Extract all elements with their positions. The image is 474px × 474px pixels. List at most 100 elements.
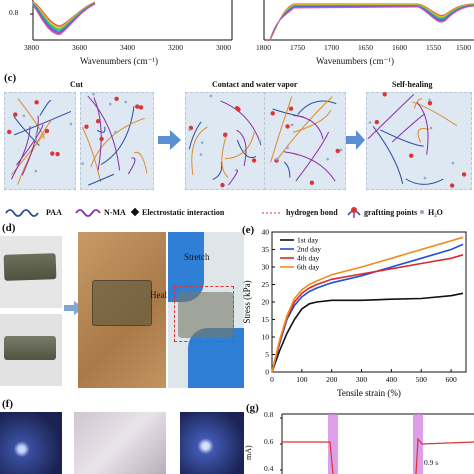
water-dot [290, 123, 294, 127]
water-dot [35, 133, 38, 136]
water-dot [258, 140, 262, 143]
nma-chain-icon [75, 209, 101, 217]
water-icon [420, 210, 424, 214]
x-tick-label: 0 [270, 375, 274, 384]
nma-chain [391, 113, 426, 143]
water-dot [124, 100, 127, 104]
cut-interval-1 [328, 414, 338, 474]
stage-healing-title: Self-healing [392, 80, 433, 89]
water-dot [34, 169, 38, 173]
legend-grafting: graftting points [364, 208, 418, 217]
panel-d-label: (d) [2, 222, 16, 234]
photo-led-on-1 [0, 412, 62, 474]
water-dot [428, 98, 431, 102]
polymer-chain [14, 110, 72, 136]
graft-point [7, 129, 12, 135]
stage-contact-title: Contact and water vapor [212, 80, 298, 89]
water-dot [209, 94, 213, 98]
polymer-chain [292, 110, 332, 133]
nma-chain [10, 126, 31, 180]
polymer-chain [413, 98, 423, 109]
polymer-chain [380, 129, 424, 147]
panel-a-xtick: 3800 [24, 43, 39, 52]
panel-g-ytick: 0.8 [264, 410, 274, 419]
heal-label: Heal [150, 290, 167, 300]
water-dot [423, 176, 427, 180]
graft-point [270, 111, 275, 116]
y-tick-label: 0 [265, 368, 269, 377]
nma-chain [93, 97, 102, 171]
ftir-curve [269, 4, 474, 41]
electrostatic-icon [130, 207, 140, 217]
panel-a-plot [30, 0, 233, 41]
nma-chain [228, 169, 238, 186]
polymer-chain [88, 173, 115, 186]
paa-chain-icon [5, 209, 39, 217]
y-tick-label: 40 [262, 228, 270, 237]
panel-g-label: (g) [246, 402, 259, 414]
polymer-chain [270, 96, 293, 163]
water-dot [451, 161, 455, 165]
legend-label: 2nd day [297, 245, 321, 254]
photo-stretch [168, 232, 244, 388]
x-tick-label: 200 [326, 375, 338, 384]
legend-label: 4th day [297, 254, 320, 263]
network-cut-left [4, 92, 76, 190]
graft-point [55, 151, 60, 157]
panel-a-ytick: 0.8 [9, 8, 19, 17]
panel-b-xtick: 1800 [256, 43, 271, 52]
ftir-curve [269, 4, 474, 41]
panel-f-label: (f) [2, 398, 13, 410]
y-tick-label: 20 [262, 298, 270, 307]
series-line-4 [271, 236, 464, 373]
panel-b-xtitle: Wavenumbers (cm⁻¹) [316, 56, 394, 66]
current-trace-plot [280, 413, 474, 474]
graft-point [220, 182, 225, 188]
polymer-chain [96, 126, 106, 133]
graft-point [84, 124, 89, 129]
panel-a-xtick: 3400 [120, 43, 135, 52]
polymer-chain [188, 121, 202, 150]
polymer-chain [134, 151, 148, 174]
nma-chain [367, 93, 415, 140]
water-dot [22, 114, 26, 118]
polymer-chain [411, 101, 458, 127]
panel-b-xtick: 1500 [456, 43, 471, 52]
legend-label: 6th day [297, 263, 320, 272]
graft-point [461, 172, 467, 177]
graft-point [449, 183, 455, 188]
graft-point [13, 112, 18, 117]
polymer-chain [405, 178, 444, 185]
graft-point [288, 106, 294, 111]
panel-g-ytick: 0.4 [264, 464, 274, 473]
polymer-chain [39, 100, 52, 116]
panel-b-xtick: 1650 [358, 43, 373, 52]
water-dot [188, 128, 191, 132]
stress-strain-chart: 0 100 200 300 400 500 600 0 5 10 15 20 25 30 35 40 Tensi… [242, 228, 467, 398]
graft-point [251, 158, 257, 163]
graft-point [236, 107, 241, 112]
water-dot [108, 102, 112, 106]
ftir-curve [269, 5, 474, 41]
y-tick-label: 25 [262, 280, 270, 289]
water-dot [274, 157, 278, 161]
panel-b-xtick: 1600 [392, 43, 407, 52]
stage-cut-title: Cut [70, 80, 83, 89]
graft-point [34, 100, 39, 105]
legend-nma: N-MA [104, 208, 126, 217]
legend-label: 1st day [297, 236, 319, 245]
network-schematic [7, 92, 467, 188]
polymer-chain [212, 161, 223, 181]
x-tick-label: 600 [445, 375, 457, 384]
water-dot [326, 157, 329, 161]
water-dot [34, 138, 38, 141]
water-dot [429, 126, 433, 130]
water-dot [339, 148, 343, 152]
graft-point [409, 153, 414, 158]
panel-b-xtick: 1750 [290, 43, 305, 52]
photo-led-on-2 [180, 412, 244, 474]
graft-point [44, 128, 50, 134]
graft-point [309, 180, 315, 185]
panel-g-ytick: 0.6 [264, 437, 274, 446]
graft-point [50, 151, 55, 156]
